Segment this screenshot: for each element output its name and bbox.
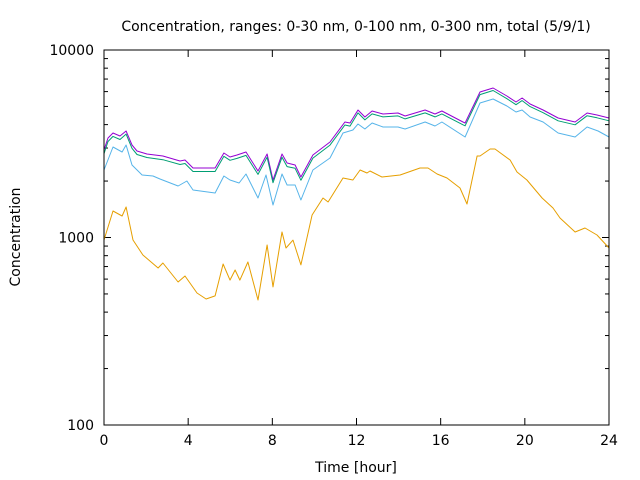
y-tick-label: 10000 bbox=[49, 43, 94, 59]
x-tick-label: 12 bbox=[348, 433, 366, 449]
x-tick-label: 16 bbox=[432, 433, 450, 449]
x-tick-label: 4 bbox=[184, 433, 193, 449]
chart-title: Concentration, ranges: 0-30 nm, 0-100 nm… bbox=[121, 19, 590, 35]
x-tick-label: 20 bbox=[516, 433, 534, 449]
y-axis-label: Concentration bbox=[8, 187, 24, 286]
y-tick-label: 100 bbox=[67, 418, 94, 434]
axis-ticks: 0 4 8 12 16 20 24 100 1000 10000 bbox=[49, 43, 618, 449]
x-tick-label: 0 bbox=[100, 433, 109, 449]
y-tick-label: 1000 bbox=[58, 231, 94, 247]
plot-border bbox=[103, 49, 610, 426]
x-tick-label: 24 bbox=[600, 433, 618, 449]
x-tick-label: 8 bbox=[268, 433, 277, 449]
x-axis-label: Time [hour] bbox=[314, 460, 397, 476]
series-line-0-30-nm bbox=[103, 148, 610, 301]
series-line-0-300-nm bbox=[103, 90, 610, 184]
series-lines bbox=[103, 87, 610, 301]
series-line-0-100-nm bbox=[103, 98, 610, 206]
series-line-total bbox=[103, 87, 610, 181]
